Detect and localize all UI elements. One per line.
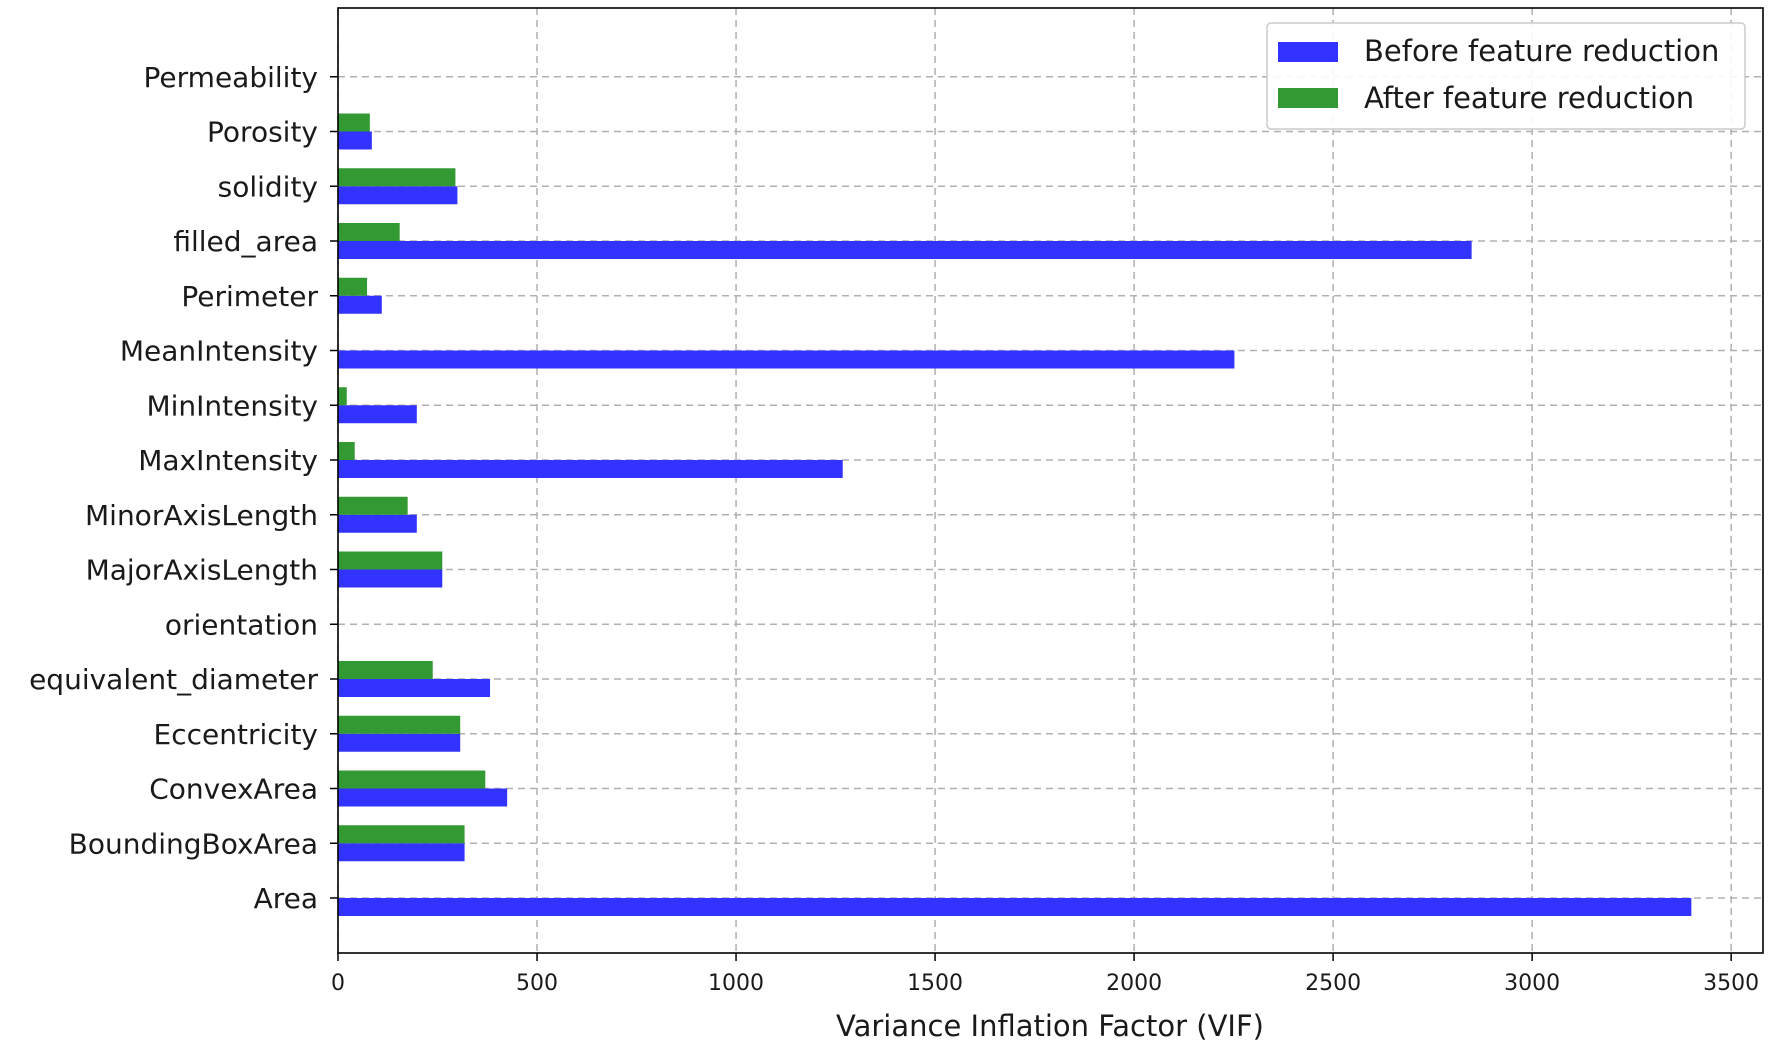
- bar-before: [338, 460, 843, 478]
- bar-before: [338, 569, 443, 588]
- y-tick-label: MinIntensity: [146, 389, 318, 422]
- y-tick-label: Permeability: [144, 61, 318, 94]
- bar-after: [338, 113, 370, 132]
- plot-frame: [337, 7, 1764, 954]
- x-tick-label: 500: [516, 971, 558, 996]
- bar-after: [338, 770, 486, 789]
- bar-before: [338, 131, 372, 150]
- y-tick-label: Area: [254, 882, 318, 915]
- bar-before: [338, 514, 417, 533]
- y-tick-label: equivalent_diameter: [29, 663, 318, 696]
- x-tick-label: 1000: [708, 971, 764, 996]
- y-tick-label: BoundingBoxArea: [69, 827, 318, 860]
- bar-after: [338, 661, 433, 679]
- y-tick-label: solidity: [218, 170, 318, 203]
- legend-label-after: After feature reduction: [1364, 81, 1694, 115]
- x-tick-label: 0: [331, 971, 345, 996]
- plot-background: [338, 8, 1763, 953]
- bar-before: [338, 788, 508, 807]
- x-tick-label: 1500: [907, 971, 963, 996]
- x-tick-label: 2000: [1106, 971, 1162, 996]
- y-tick-label: ConvexArea: [149, 773, 318, 806]
- y-tick-label: orientation: [165, 608, 318, 641]
- y-tick-label: filled_area: [173, 225, 318, 258]
- y-tick-label: Porosity: [207, 116, 318, 149]
- bar-before: [338, 350, 1235, 369]
- legend-label-before: Before feature reduction: [1364, 34, 1719, 68]
- y-tick-label: MaxIntensity: [138, 444, 318, 477]
- legend-swatch-after: [1278, 88, 1338, 108]
- x-tick-label: 3000: [1504, 971, 1560, 996]
- bar-before: [338, 295, 382, 314]
- x-tick-label: 2500: [1305, 971, 1361, 996]
- y-tick-label: MinorAxisLength: [85, 499, 318, 532]
- axis-ticks: 0 500 1000 1500 2000 2500 3000 3500 Area Bounding…: [29, 61, 1759, 996]
- bar-after: [338, 223, 400, 241]
- bar-after: [338, 387, 347, 406]
- bars: [338, 113, 1692, 916]
- x-tick-label: 3500: [1703, 971, 1759, 996]
- bar-before: [338, 733, 461, 752]
- bar-after: [338, 825, 465, 844]
- bar-before: [338, 405, 417, 424]
- bar-after: [338, 168, 456, 187]
- bar-after: [338, 442, 355, 460]
- legend: Before feature reduction After feature r…: [1266, 22, 1746, 130]
- bar-after: [338, 277, 368, 296]
- y-tick-label: MeanIntensity: [120, 335, 318, 368]
- bar-before: [338, 186, 458, 205]
- x-axis-label: Variance Inflation Factor (VIF): [836, 1009, 1264, 1043]
- bar-after: [338, 496, 408, 515]
- bar-after: [338, 715, 461, 734]
- legend-box: [1266, 22, 1746, 130]
- y-tick-label: Perimeter: [181, 280, 318, 313]
- bar-after: [338, 551, 443, 570]
- bar-before: [338, 679, 491, 697]
- bar-before: [338, 898, 1692, 916]
- bar-before: [338, 241, 1472, 259]
- y-tick-label: MajorAxisLength: [86, 554, 318, 587]
- legend-swatch-before: [1278, 42, 1338, 62]
- bar-before: [338, 843, 465, 862]
- y-tick-label: Eccentricity: [154, 718, 318, 751]
